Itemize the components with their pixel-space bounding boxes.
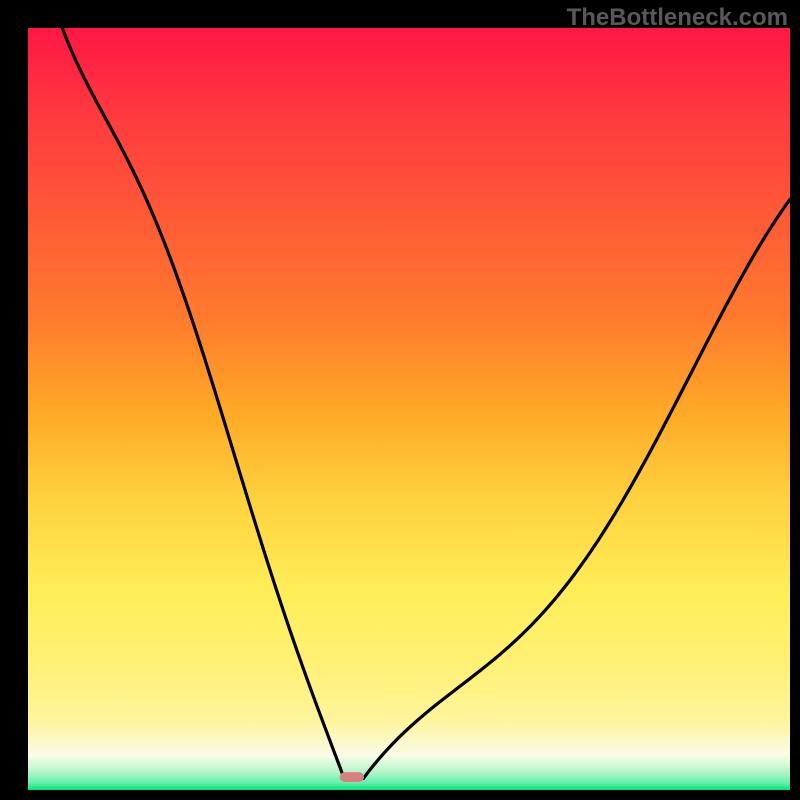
watermark-text: TheBottleneck.com	[567, 4, 788, 32]
optimum-marker	[340, 772, 364, 782]
chart-frame: TheBottleneck.com	[0, 0, 800, 800]
plot-svg	[28, 28, 790, 790]
gradient-background	[28, 28, 790, 790]
